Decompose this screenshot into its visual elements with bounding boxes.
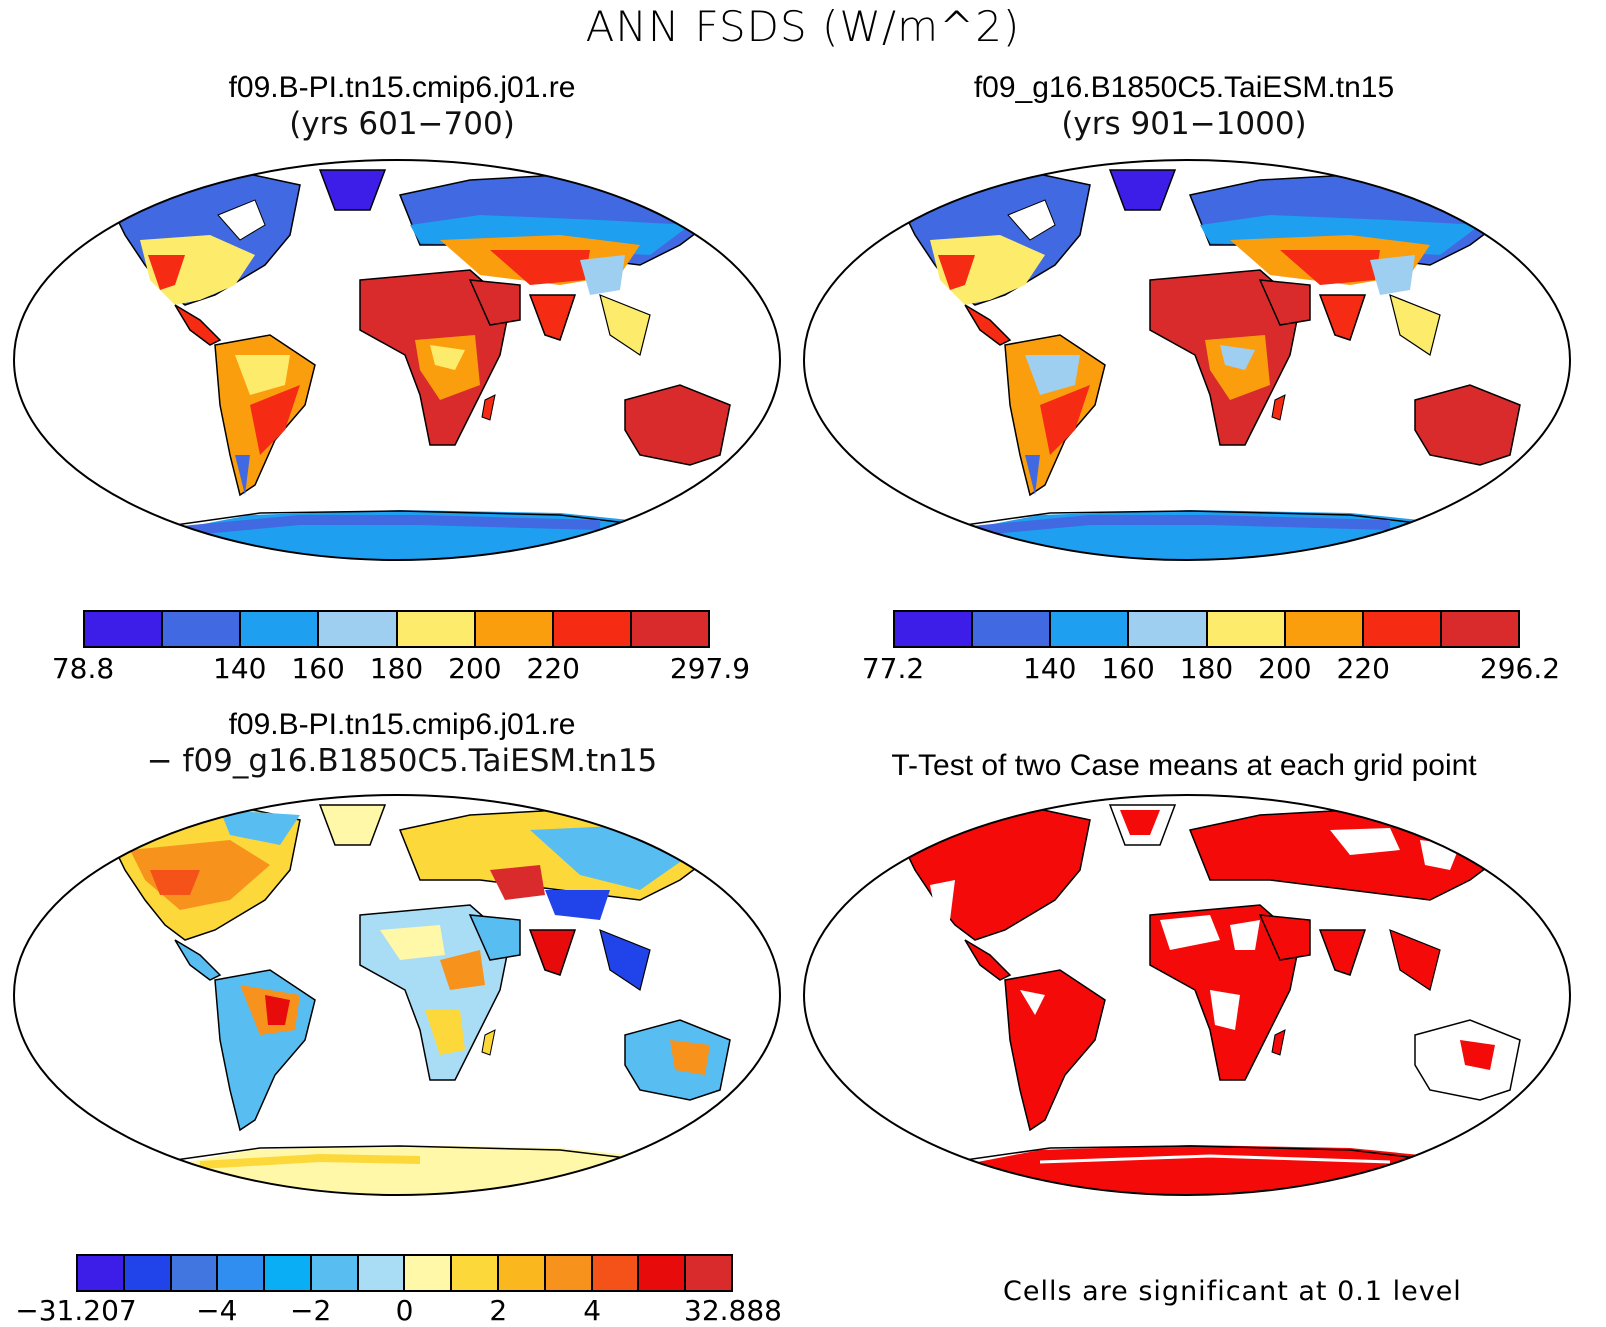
cb1-swatch [85, 612, 164, 646]
cb1-swatch [163, 612, 242, 646]
figure-title: ANN FSDS (W/m^2) [585, 2, 1021, 51]
cb1-swatch [553, 612, 632, 646]
cb3-swatch [311, 1256, 359, 1290]
cb1-swatch [631, 612, 708, 646]
cb3-swatch [171, 1256, 219, 1290]
cb3-swatch [265, 1256, 312, 1290]
cb3-tick-label: 0 [395, 1294, 414, 1327]
cb3-swatch [218, 1256, 266, 1290]
panel-4-case: T-Test of two Case means at each grid po… [891, 749, 1477, 782]
cb1-swatch [475, 612, 554, 646]
cb1-tick-label: 220 [526, 652, 580, 685]
cb1-tick-label: 200 [448, 652, 502, 685]
cb3-swatch [78, 1256, 125, 1290]
cb2-tick-label: 140 [1023, 652, 1077, 685]
cb3-swatch [592, 1256, 640, 1290]
cb3-swatch [358, 1256, 406, 1290]
cb2-swatch [1051, 612, 1130, 646]
colorbar-case1 [83, 610, 710, 648]
panel-3-title: f09.B-PI.tn15.cmip6.j01.re − f09_g16.B18… [12, 707, 792, 779]
cb2-tick-label: 296.2 [1479, 652, 1561, 685]
cb2-tick-label: 160 [1101, 652, 1155, 685]
panel-2-title: f09_g16.B1850C5.TaiESM.tn15 (yrs 901−100… [794, 70, 1574, 142]
map-difference-fsds [13, 794, 781, 1196]
cb1-tick-label: 297.9 [669, 652, 751, 685]
panel-3-diff: − f09_g16.B1850C5.TaiESM.tn15 [146, 743, 658, 779]
cb3-swatch [405, 1256, 453, 1290]
cb3-tick-label: −2 [290, 1294, 332, 1327]
cb3-tick-label: 32.888 [684, 1294, 782, 1327]
cb2-swatch [1129, 612, 1208, 646]
cb3-tick-label: 4 [583, 1294, 602, 1327]
cb1-tick-label: 78.8 [51, 652, 115, 685]
cb3-swatch [124, 1256, 172, 1290]
panel-1-title: f09.B-PI.tn15.cmip6.j01.re (yrs 601−700) [12, 70, 792, 142]
colorbar-difference [76, 1254, 733, 1292]
significance-note: Cells are significant at 0.1 level [1003, 1276, 1462, 1307]
panel-2-years: (yrs 901−1000) [1061, 106, 1307, 142]
cb2-tick-label: 220 [1336, 652, 1390, 685]
cb1-tick-label: 180 [369, 652, 424, 685]
cb3-swatch [499, 1256, 546, 1290]
cb3-tick-label: −31.207 [15, 1294, 137, 1327]
map-case2-fsds [803, 159, 1571, 561]
cb3-swatch [452, 1256, 500, 1290]
cb3-swatch [545, 1256, 593, 1290]
cb2-swatch [1363, 612, 1442, 646]
panel-3-case: f09.B-PI.tn15.cmip6.j01.re [228, 708, 576, 741]
cb2-tick-label: 200 [1258, 652, 1312, 685]
cb2-swatch [1441, 612, 1518, 646]
panel-1-case: f09.B-PI.tn15.cmip6.j01.re [228, 71, 576, 104]
panel-2-case: f09_g16.B1850C5.TaiESM.tn15 [973, 71, 1395, 104]
map-case1-fsds [13, 159, 781, 561]
cb3-swatch [686, 1256, 731, 1290]
cb1-swatch [397, 612, 476, 646]
panel-1-years: (yrs 601−700) [289, 106, 515, 142]
cb2-swatch [1207, 612, 1286, 646]
cb1-tick-label: 160 [291, 652, 345, 685]
cb3-swatch [639, 1256, 687, 1290]
cb1-swatch [319, 612, 398, 646]
cb1-swatch [241, 612, 320, 646]
cb1-tick-label: 140 [213, 652, 267, 685]
map-ttest-significance [803, 794, 1571, 1196]
cb3-tick-label: −4 [196, 1294, 238, 1327]
panel-4-title: T-Test of two Case means at each grid po… [794, 748, 1574, 784]
colorbar-case2 [893, 610, 1520, 648]
cb2-swatch [1285, 612, 1364, 646]
cb2-swatch [973, 612, 1052, 646]
cb2-swatch [895, 612, 974, 646]
cb2-tick-label: 77.2 [861, 652, 925, 685]
cb2-tick-label: 180 [1179, 652, 1234, 685]
cb3-tick-label: 2 [489, 1294, 508, 1327]
